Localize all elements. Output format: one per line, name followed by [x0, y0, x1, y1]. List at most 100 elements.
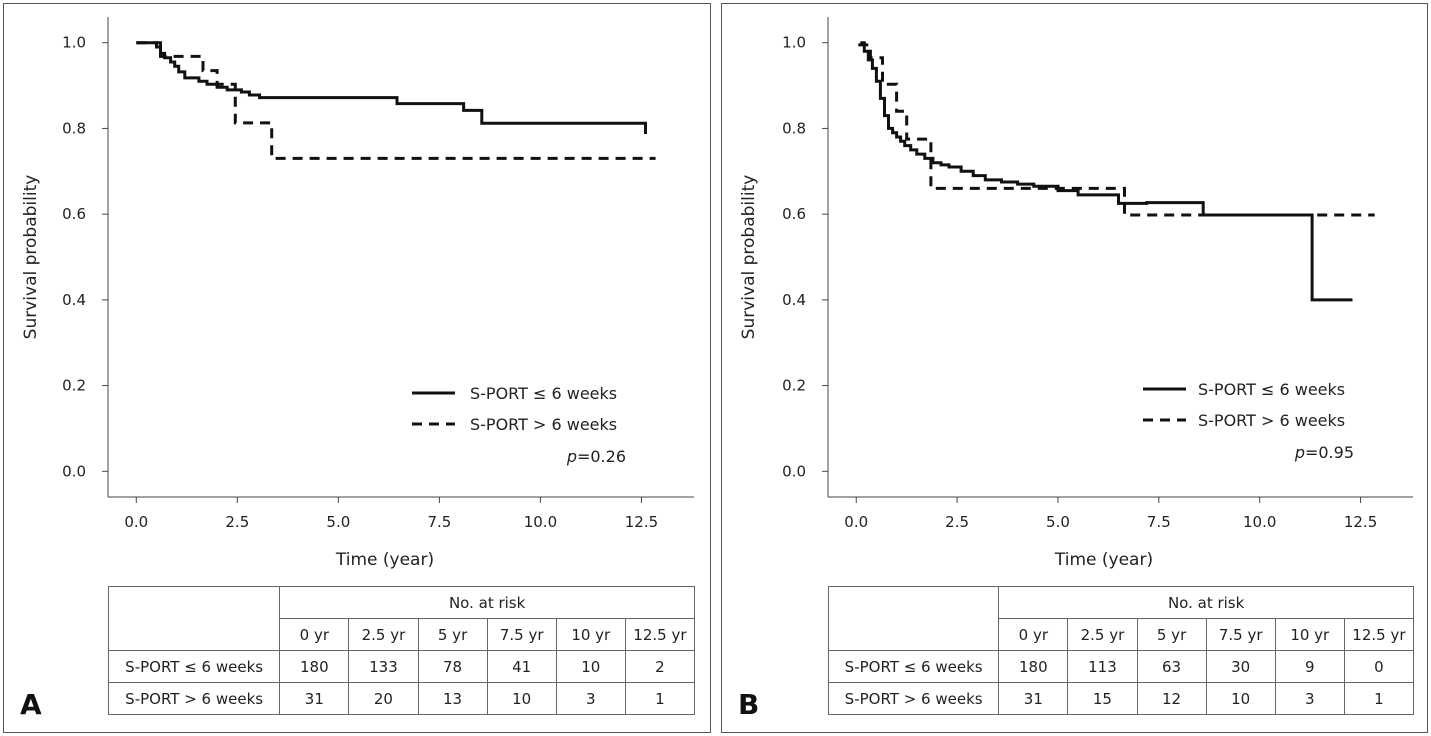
p-value: =0.26	[577, 447, 626, 466]
y-tick-label: 1.0	[62, 34, 86, 52]
panel-a-frame	[3, 3, 711, 733]
x-tick-label: 5.0	[1046, 513, 1070, 531]
risk-time-cell: 0 yr	[998, 618, 1069, 651]
risk-corner-cell	[107, 586, 281, 651]
x-axis-label: Time (year)	[1054, 550, 1153, 570]
risk-value-cell: 2	[624, 650, 696, 683]
risk-value-cell: 1	[624, 682, 696, 715]
x-axis-label: Time (year)	[335, 550, 434, 570]
risk-time-cell: 5 yr	[1136, 618, 1207, 651]
p-value-label: p=0.95	[1294, 443, 1354, 462]
x-tick-label: 0.0	[124, 513, 148, 531]
risk-value-cell: 20	[348, 682, 419, 715]
y-tick-label: 0.0	[62, 462, 86, 480]
risk-row-gt6: S-PORT > 6 weeks 31 20 13 10 3 1	[107, 682, 696, 715]
risk-value-cell: 180	[279, 650, 350, 683]
series-line-le6	[860, 41, 1353, 302]
legend-label-gt6: S-PORT > 6 weeks	[470, 415, 617, 434]
y-tick-label: 0.4	[62, 291, 86, 309]
x-tick-label: 10.0	[1243, 513, 1276, 531]
risk-value-cell: 0	[1343, 650, 1415, 683]
risk-value-cell: 41	[486, 650, 557, 683]
risk-value-cell: 31	[279, 682, 350, 715]
y-tick-label: 0.4	[782, 291, 806, 309]
y-tick-label: 0.2	[62, 377, 86, 395]
y-tick-label: 0.8	[782, 119, 806, 137]
risk-value-cell: 180	[998, 650, 1069, 683]
risk-value-cell: 113	[1067, 650, 1138, 683]
risk-time-cell: 7.5 yr	[486, 618, 557, 651]
p-value-label: p=0.26	[566, 447, 626, 466]
y-tick-label: 1.0	[782, 34, 806, 52]
risk-value-cell: 78	[417, 650, 488, 683]
y-tick-label: 0.0	[782, 462, 806, 480]
y-tick-label: 0.6	[62, 205, 86, 223]
x-tick-label: 5.0	[326, 513, 350, 531]
risk-value-cell: 10	[486, 682, 557, 715]
legend-label-le6: S-PORT ≤ 6 weeks	[470, 384, 617, 403]
risk-value-cell: 31	[998, 682, 1069, 715]
risk-value-cell: 63	[1136, 650, 1207, 683]
risk-row-label: S-PORT ≤ 6 weeks	[107, 650, 281, 683]
risk-header-cell: No. at risk	[998, 586, 1414, 619]
risk-value-cell: 3	[555, 682, 626, 715]
y-axis-label: Survival probability	[739, 175, 759, 340]
x-tick-label: 7.5	[427, 513, 451, 531]
risk-time-cell: 0 yr	[279, 618, 350, 651]
risk-row-le6: S-PORT ≤ 6 weeks 180 133 78 41 10 2	[107, 650, 696, 683]
y-tick-label: 0.6	[782, 205, 806, 223]
panel-b-frame	[721, 3, 1428, 733]
risk-row-le6: S-PORT ≤ 6 weeks 180 113 63 30 9 0	[827, 650, 1415, 683]
x-tick-label: 2.5	[945, 513, 969, 531]
risk-time-cell: 2.5 yr	[1067, 618, 1138, 651]
risk-time-cell: 5 yr	[417, 618, 488, 651]
p-symbol: p	[1294, 443, 1305, 462]
risk-time-cell: 10 yr	[1274, 618, 1345, 651]
risk-time-cell: 12.5 yr	[1343, 618, 1415, 651]
risk-value-cell: 9	[1274, 650, 1345, 683]
risk-row-label: S-PORT ≤ 6 weeks	[827, 650, 1000, 683]
panel-b-risk-table: No. at risk 0 yr 2.5 yr 5 yr 7.5 yr 10 y…	[827, 586, 1415, 715]
risk-header-row: No. at risk	[107, 586, 695, 651]
x-tick-label: 0.0	[844, 513, 868, 531]
y-tick-label: 0.2	[782, 377, 806, 395]
risk-value-cell: 10	[555, 650, 626, 683]
x-tick-label: 2.5	[225, 513, 249, 531]
risk-row-label: S-PORT > 6 weeks	[827, 682, 1000, 715]
risk-value-cell: 12	[1136, 682, 1207, 715]
panel-a-risk-table: No. at risk 0 yr 2.5 yr 5 yr 7.5 yr 10 y…	[107, 586, 696, 715]
risk-value-cell: 3	[1274, 682, 1345, 715]
risk-header-row: No. at risk	[827, 586, 1414, 651]
panel-b-letter: B	[738, 688, 760, 721]
risk-time-cell: 2.5 yr	[348, 618, 419, 651]
risk-value-cell: 1	[1343, 682, 1415, 715]
risk-corner-cell	[827, 586, 1000, 651]
p-symbol: p	[566, 447, 577, 466]
risk-value-cell: 10	[1205, 682, 1276, 715]
x-tick-label: 12.5	[625, 513, 658, 531]
risk-header-cell: No. at risk	[279, 586, 695, 619]
risk-row-label: S-PORT > 6 weeks	[107, 682, 281, 715]
legend-label-gt6: S-PORT > 6 weeks	[1198, 411, 1345, 430]
x-tick-label: 7.5	[1147, 513, 1171, 531]
risk-value-cell: 15	[1067, 682, 1138, 715]
y-tick-label: 0.8	[62, 119, 86, 137]
risk-row-gt6: S-PORT > 6 weeks 31 15 12 10 3 1	[827, 682, 1415, 715]
risk-time-cell: 12.5 yr	[624, 618, 696, 651]
legend-label-le6: S-PORT ≤ 6 weeks	[1198, 380, 1345, 399]
series-line-gt6	[136, 41, 656, 160]
x-tick-label: 10.0	[524, 513, 557, 531]
y-axis-label: Survival probability	[21, 175, 41, 340]
x-tick-label: 12.5	[1344, 513, 1377, 531]
risk-value-cell: 13	[417, 682, 488, 715]
panel-a-letter: A	[20, 688, 42, 721]
series-line-gt6	[858, 43, 1375, 217]
risk-times-row: 0 yr 2.5 yr 5 yr 7.5 yr 10 yr 12.5 yr	[109, 618, 696, 651]
risk-value-cell: 30	[1205, 650, 1276, 683]
risk-value-cell: 133	[348, 650, 419, 683]
risk-time-cell: 10 yr	[555, 618, 626, 651]
p-value: =0.95	[1305, 443, 1354, 462]
risk-time-cell: 7.5 yr	[1205, 618, 1276, 651]
